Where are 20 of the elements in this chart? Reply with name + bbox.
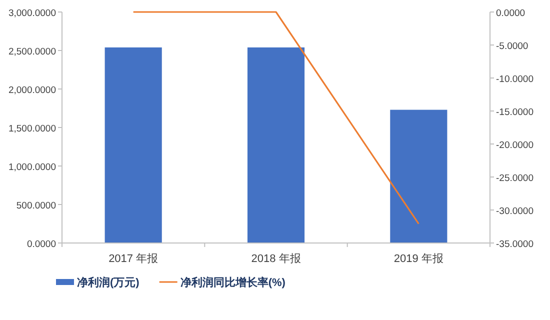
- y-tick-label: 2,000.0000: [8, 85, 56, 96]
- legend-label: 净利润(万元): [77, 276, 140, 289]
- y2-tick-label: -25.0000: [496, 173, 534, 184]
- y-tick-label: 1,500.0000: [8, 124, 56, 134]
- y2-tick-label: -20.0000: [496, 140, 534, 151]
- y-tick-label: 2,500.0000: [8, 46, 56, 58]
- y-tick-label: 1,000.0000: [8, 162, 56, 173]
- x-tick-label: 2018 年报: [251, 253, 301, 265]
- y-tick-label: 0.0000: [26, 239, 56, 250]
- y2-tick-label: -35.0000: [496, 239, 534, 250]
- y-tick-label: 3,000.0000: [8, 8, 56, 19]
- y2-tick-label: -15.0000: [496, 107, 534, 118]
- x-tick-label: 2019 年报: [394, 253, 444, 265]
- y2-tick-label: -5.0000: [496, 41, 528, 52]
- y2-tick-label: 0.0000: [496, 8, 526, 19]
- y2-tick-label: -30.0000: [496, 206, 534, 217]
- x-tick-label: 2017 年报: [108, 253, 158, 265]
- legend-label: 净利润同比增长率(%): [180, 276, 286, 289]
- y2-tick-label: -10.0000: [496, 74, 534, 85]
- y-tick-label: 500.0000: [16, 200, 56, 212]
